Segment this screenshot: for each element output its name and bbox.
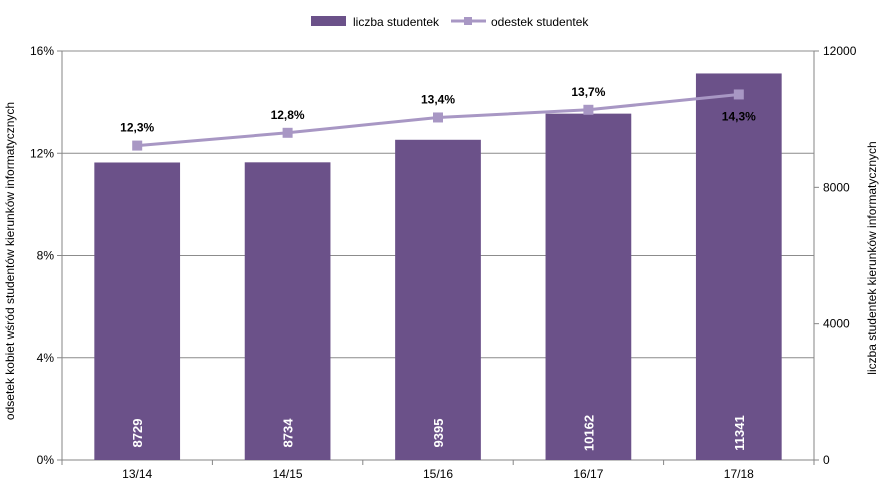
x-tick-label: 16/17 — [573, 467, 603, 481]
bar — [695, 73, 782, 461]
line-marker — [733, 89, 744, 100]
line-marker — [282, 127, 293, 138]
y-right-tick-label: 0 — [823, 453, 830, 467]
line-marker — [433, 112, 443, 123]
y-right-tick-label: 8000 — [823, 180, 850, 194]
bar-value-label: 9395 — [431, 419, 446, 448]
bar — [395, 139, 481, 460]
legend-bar-swatch — [311, 16, 346, 26]
y-left-tick-label: 4% — [37, 351, 55, 365]
bar — [244, 162, 331, 460]
y-left-axis-title: odsetek kobiet wśród studentów kierunków… — [3, 102, 17, 420]
legend-line-marker — [464, 17, 472, 25]
y-right-tick-label: 12000 — [823, 44, 857, 58]
y-left-tick-label: 16% — [30, 44, 54, 58]
line-value-label: 12,3% — [120, 121, 154, 135]
bar — [94, 162, 181, 461]
x-tick-label: 13/14 — [122, 467, 152, 481]
y-right-axis-title: liczba studentek kierunków informatyczny… — [865, 141, 879, 374]
line-series: 12,3% 12,8% 13,4% 13,7% 14,3% — [120, 85, 756, 151]
line-value-label: 14,3% — [722, 109, 756, 123]
line-marker — [132, 140, 143, 151]
legend-bar-label: liczba studentek — [353, 15, 440, 29]
line-value-label: 13,7% — [571, 85, 605, 99]
y-left-tick-label: 8% — [37, 249, 55, 263]
y-left-tick-label: 12% — [30, 146, 54, 160]
axes: 0% 4% 8% 12% 16% 0 4000 8000 12000 13/14 14/15 15/1… — [30, 44, 857, 481]
y-right-tick-label: 4000 — [823, 317, 850, 331]
x-tick-label: 17/18 — [724, 467, 754, 481]
bars — [94, 73, 782, 461]
x-tick-label: 15/16 — [423, 467, 453, 481]
bar — [545, 113, 632, 460]
legend-line-label: odestek studentek — [491, 15, 589, 29]
x-tick-label: 14/15 — [273, 467, 303, 481]
y-left-tick-label: 0% — [37, 453, 55, 467]
line-value-label: 12,8% — [271, 108, 305, 122]
line-value-label: 13,4% — [421, 92, 455, 106]
bar-value-labels: 8729 8734 9395 10162 11341 — [130, 415, 747, 451]
bar-value-label: 8734 — [281, 418, 296, 448]
bar-value-label: 8729 — [130, 419, 145, 448]
bar-value-label: 11341 — [732, 415, 747, 450]
line-marker — [583, 104, 594, 115]
bar-value-label: 10162 — [581, 415, 596, 451]
legend: liczba studentek odestek studentek — [311, 15, 589, 29]
